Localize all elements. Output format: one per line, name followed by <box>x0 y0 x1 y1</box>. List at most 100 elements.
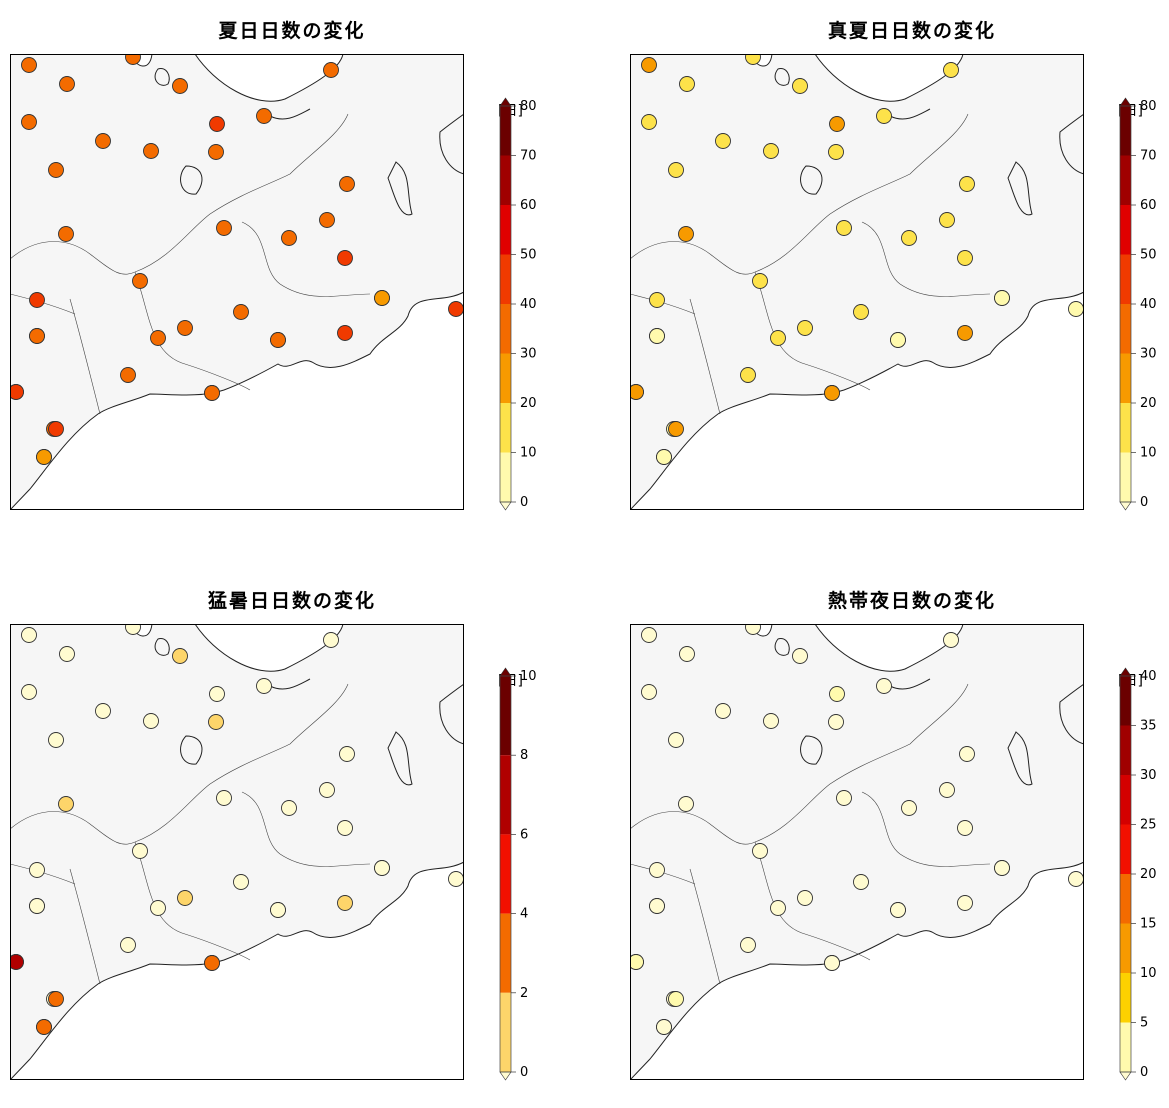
colorbar-segment <box>500 155 511 205</box>
colorbar-bottom-arrow <box>499 1071 512 1081</box>
colorbar-tick-label: 30 <box>1140 768 1157 783</box>
colorbar-tick-label: 4 <box>520 907 528 922</box>
station-marker <box>10 954 24 970</box>
colorbar-bottom-arrow <box>1119 1071 1132 1081</box>
land <box>630 624 1084 1080</box>
station-marker <box>668 991 684 1007</box>
station-marker <box>208 144 224 160</box>
station-marker <box>890 902 906 918</box>
coastline <box>180 165 203 195</box>
station-marker <box>216 790 232 806</box>
station-marker <box>172 78 188 94</box>
colorbar-tick-label: 40 <box>1140 297 1157 312</box>
station-marker <box>994 290 1010 306</box>
station-marker <box>58 226 74 242</box>
prefecture-border <box>861 791 991 867</box>
coastline <box>889 678 931 690</box>
station-marker <box>715 133 731 149</box>
colorbar-tick-label: 80 <box>520 99 537 114</box>
station-marker <box>828 714 844 730</box>
colorbar-segment <box>1120 304 1131 354</box>
prefecture-border <box>241 221 371 297</box>
colorbar-tick-label: 60 <box>1140 198 1157 213</box>
colorbar-tick-label: 0 <box>520 1065 528 1080</box>
colorbar-tick-label: 10 <box>520 669 537 684</box>
station-marker <box>641 684 657 700</box>
station-marker <box>323 632 339 648</box>
station-marker <box>48 991 64 1007</box>
station-marker <box>901 230 917 246</box>
station-marker <box>125 54 141 65</box>
coastline <box>774 637 790 656</box>
station-marker <box>959 176 975 192</box>
prefecture-border <box>689 298 721 415</box>
station-marker <box>957 325 973 341</box>
station-marker <box>233 304 249 320</box>
station-marker <box>143 713 159 729</box>
station-marker <box>374 860 390 876</box>
station-marker <box>994 860 1010 876</box>
panel-title: 猛暑日日数の変化 <box>207 590 376 612</box>
station-marker <box>448 871 464 887</box>
coastline <box>774 67 790 86</box>
colorbar-segment <box>500 834 511 914</box>
station-marker <box>150 330 166 346</box>
colorbar-segment <box>1120 155 1131 205</box>
colorbar-tick-label: 8 <box>520 748 528 763</box>
panel-title: 夏日日数の変化 <box>218 20 366 42</box>
station-marker <box>233 874 249 890</box>
station-marker <box>29 292 45 308</box>
colorbar: 80 70 60 50 40 30 20 10 0 <box>499 97 537 511</box>
coastline <box>269 678 311 690</box>
colorbar-tick-label: 10 <box>520 446 537 461</box>
colorbar-tick-label: 40 <box>1140 669 1157 684</box>
station-marker <box>836 790 852 806</box>
station-marker <box>95 133 111 149</box>
station-marker <box>649 292 665 308</box>
coastline <box>387 161 413 216</box>
colorbar-segment <box>500 452 511 502</box>
colorbar-tick-label: 20 <box>1140 396 1157 411</box>
station-marker <box>715 703 731 719</box>
coastline <box>800 165 823 195</box>
station-marker <box>21 114 37 130</box>
station-marker <box>763 143 779 159</box>
coastline <box>439 113 464 175</box>
station-marker <box>29 328 45 344</box>
colorbar-tick-label: 2 <box>520 986 528 1001</box>
colorbar-top-arrow <box>1119 667 1132 677</box>
station-marker <box>21 57 37 73</box>
station-marker <box>797 890 813 906</box>
station-marker <box>679 76 695 92</box>
panel-title: 真夏日日数の変化 <box>827 20 996 42</box>
station-marker <box>876 108 892 124</box>
station-marker <box>959 746 975 762</box>
prefecture-border <box>754 841 871 961</box>
prefecture-border <box>69 868 101 985</box>
station-marker <box>740 937 756 953</box>
colorbar-tick-label: 40 <box>520 297 537 312</box>
colorbar-segment <box>500 992 511 1072</box>
prefecture-border <box>134 271 251 391</box>
station-marker <box>630 384 644 400</box>
coastline <box>1059 683 1084 745</box>
colorbar-tick-label: 70 <box>1140 149 1157 164</box>
station-marker <box>649 898 665 914</box>
station-marker <box>876 678 892 694</box>
colorbar-tick-label: 0 <box>520 495 528 510</box>
station-marker <box>957 250 973 266</box>
station-marker <box>678 226 694 242</box>
station-marker <box>204 385 220 401</box>
station-marker <box>957 820 973 836</box>
colorbar-segment <box>1120 106 1131 156</box>
station-marker <box>270 332 286 348</box>
colorbar: 80 70 60 50 40 30 20 10 0 <box>1119 97 1157 511</box>
colorbar-top-arrow <box>1119 97 1132 107</box>
colorbar: 40 35 30 25 20 15 10 5 0 <box>1119 667 1157 1081</box>
colorbar-tick-label: 20 <box>520 396 537 411</box>
coastline <box>800 735 823 765</box>
colorbar-segment <box>1120 353 1131 403</box>
colorbar-tick-label: 5 <box>1140 1016 1148 1031</box>
